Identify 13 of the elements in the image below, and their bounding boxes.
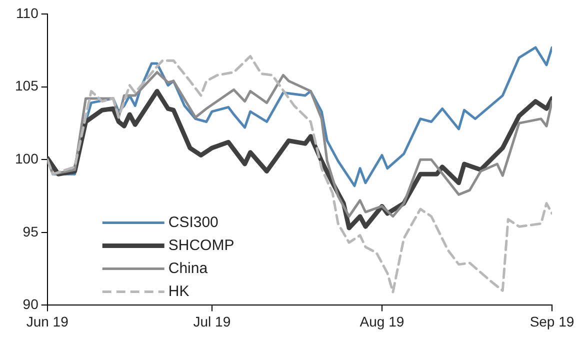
- legend-label: SHCOMP: [168, 236, 234, 254]
- legend-label: China: [168, 260, 208, 277]
- legend-label: HK: [168, 282, 190, 300]
- y-tick-label: 90: [22, 296, 39, 312]
- y-tick-label: 105: [15, 78, 39, 94]
- y-tick-label: 100: [15, 150, 39, 166]
- x-tick-label: Jul 19: [193, 313, 231, 330]
- y-tick-label: 110: [16, 4, 39, 21]
- y-tick-label: 95: [22, 223, 39, 240]
- x-tick-label: Sep 19: [530, 313, 574, 330]
- x-tick-label: Jun 19: [26, 313, 69, 330]
- legend-label: CSI300: [168, 214, 218, 231]
- x-tick-label: Aug 19: [360, 313, 404, 330]
